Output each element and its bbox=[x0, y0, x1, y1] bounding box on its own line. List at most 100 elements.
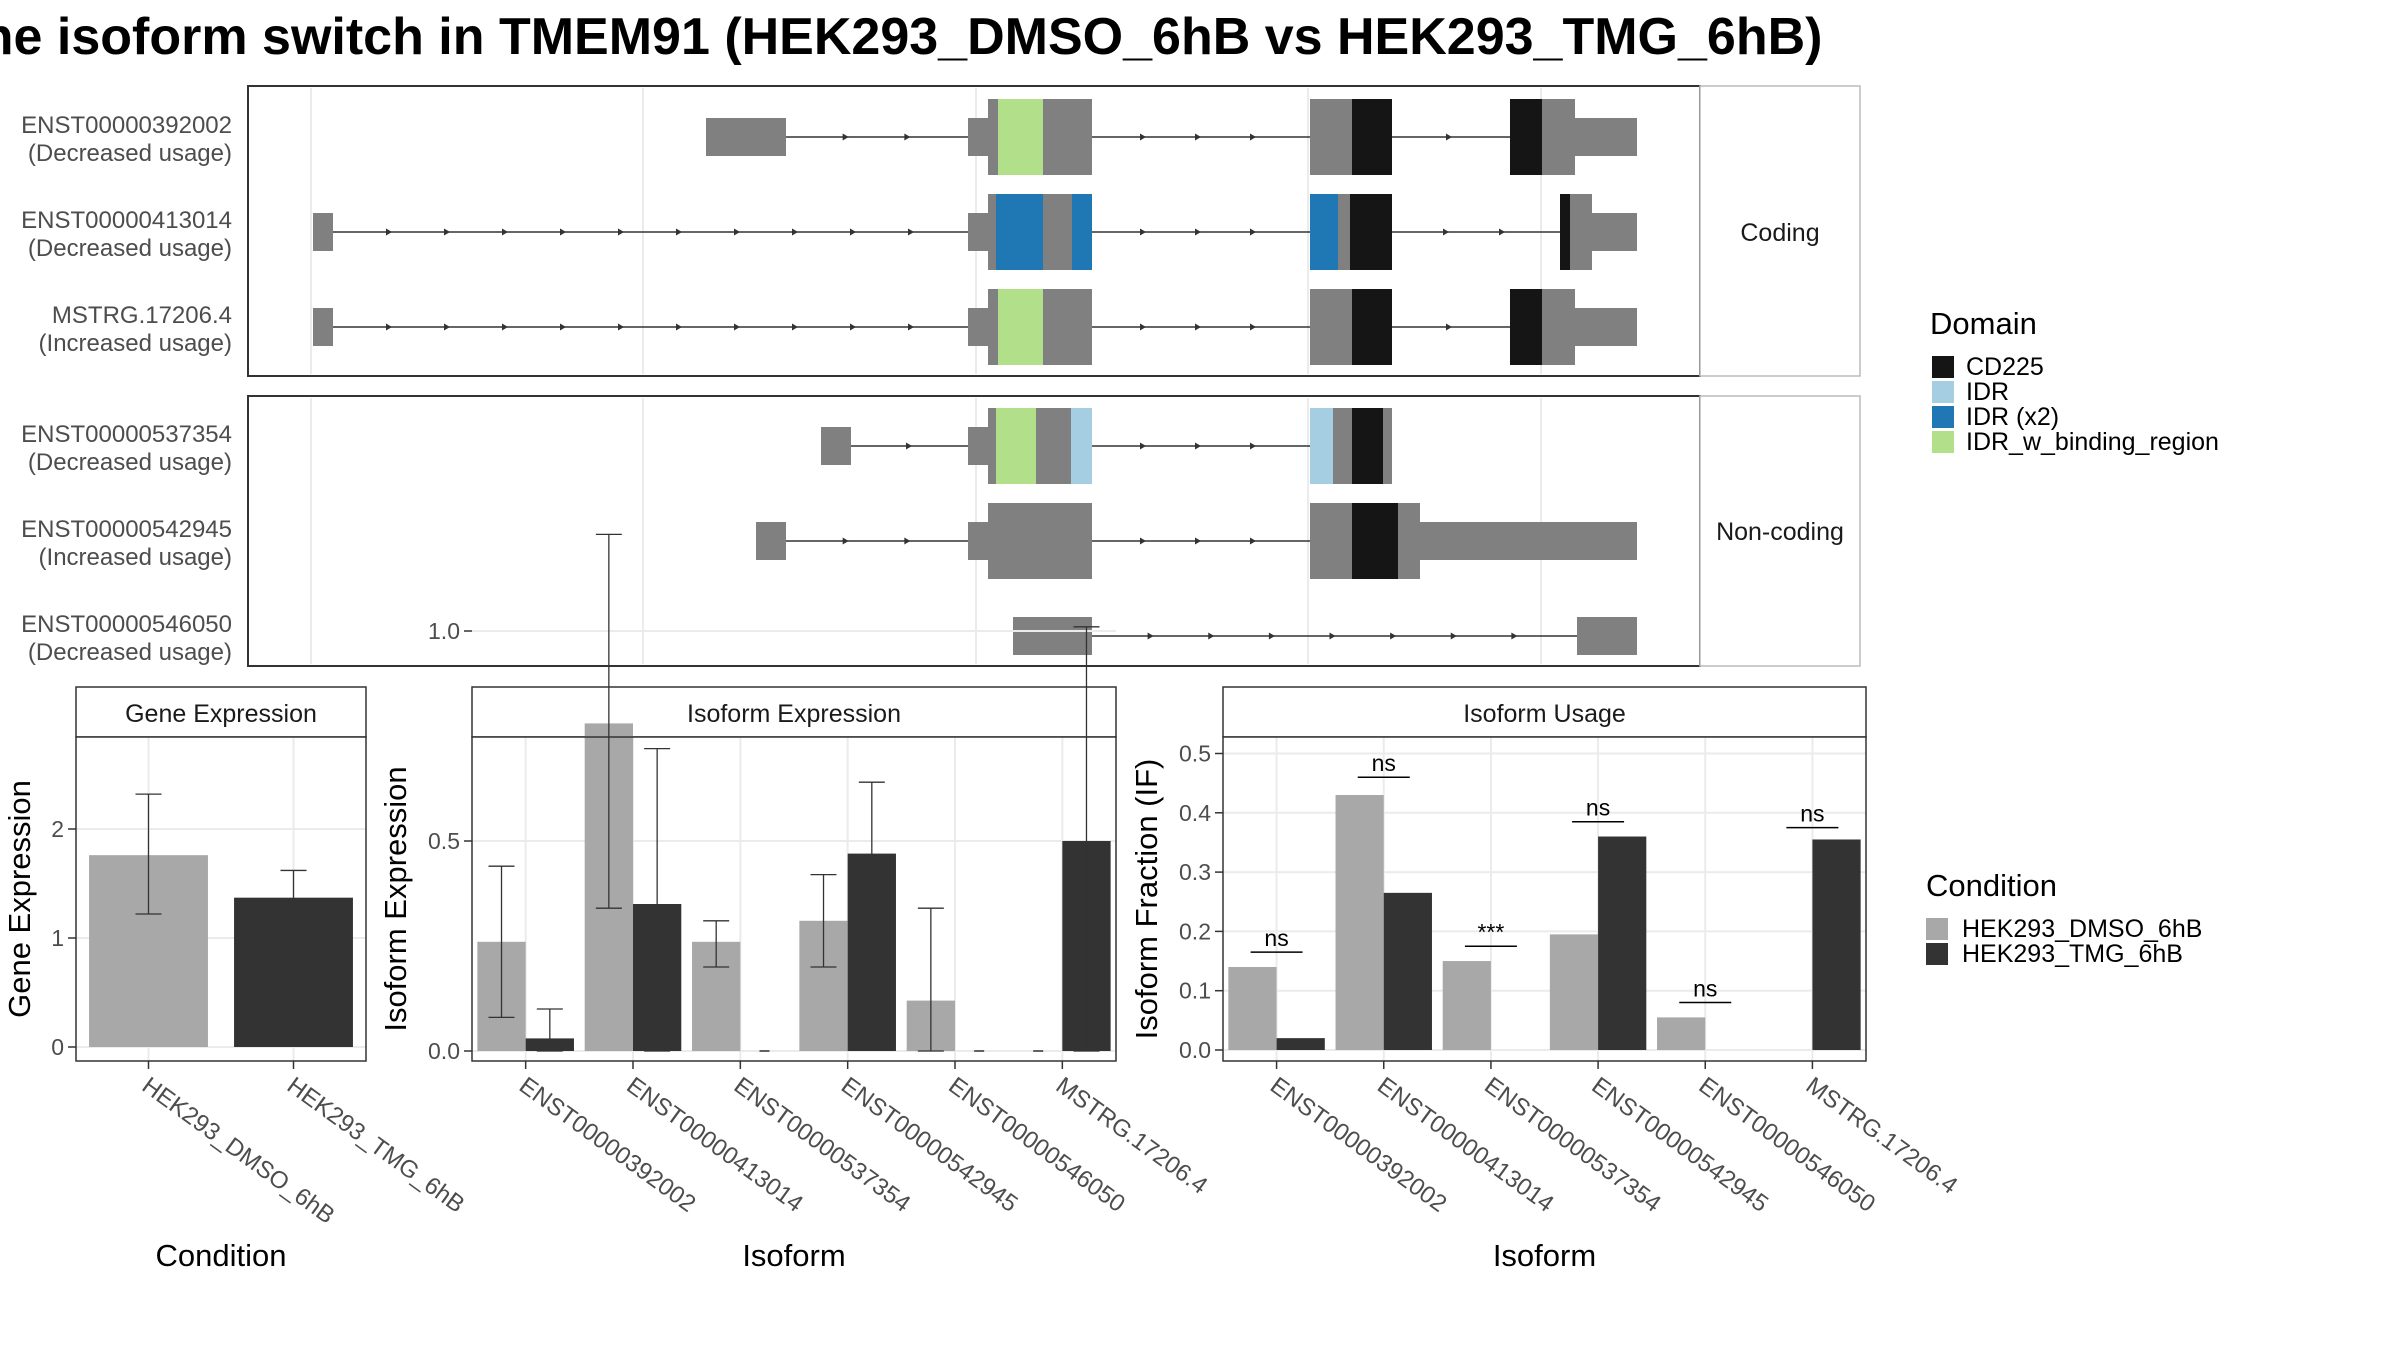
intron-arrow bbox=[1147, 632, 1154, 640]
coding-exon-segment bbox=[996, 408, 1036, 484]
coding-exon-segment bbox=[1510, 99, 1542, 175]
transcript-rows bbox=[313, 99, 1637, 655]
x-tick-label: ENST00000537354 bbox=[729, 1072, 915, 1218]
coding-exon-segment bbox=[1560, 194, 1570, 270]
error-bar bbox=[595, 533, 622, 909]
utr-exon-segment bbox=[1420, 522, 1637, 560]
utr-exon-segment bbox=[1575, 118, 1637, 156]
transcript-id-label: MSTRG.17206.4 bbox=[52, 302, 232, 329]
intron-arrow bbox=[1390, 632, 1397, 640]
y-tick-label: 0.4 bbox=[1179, 800, 1211, 826]
coding-exon-segment bbox=[1350, 194, 1392, 270]
y-axis-label: Gene Expression bbox=[2, 780, 37, 1018]
bar bbox=[1383, 892, 1432, 1050]
coding-exon-segment bbox=[1383, 408, 1392, 484]
domain-legend-swatch bbox=[1932, 381, 1954, 403]
error-bar bbox=[488, 865, 515, 1019]
condition-legend-label: HEK293_DMSO_6hB bbox=[1962, 915, 2202, 943]
error-bar bbox=[917, 907, 944, 1052]
transcript-usage-label: (Decreased usage) bbox=[28, 140, 232, 167]
transcript-id-label: ENST00000413014 bbox=[21, 207, 232, 234]
transcript-row bbox=[1013, 617, 1637, 655]
coding-exon-segment bbox=[1310, 408, 1333, 484]
condition-legend-label: HEK293_TMG_6hB bbox=[1962, 940, 2183, 968]
transcript-structure-panel: Coding Non-coding ENST00000392002(Decrea… bbox=[21, 85, 1861, 667]
intron-arrow bbox=[1250, 228, 1256, 236]
intron-arrow bbox=[1268, 632, 1275, 640]
intron-arrow bbox=[1446, 133, 1452, 141]
intron-arrow bbox=[1140, 442, 1146, 450]
intron-arrow bbox=[734, 228, 740, 236]
coding-exon-segment bbox=[1352, 503, 1398, 579]
y-tick-label: 0.1 bbox=[1179, 978, 1211, 1004]
transcript-row bbox=[313, 194, 1637, 270]
domain-legend-label: CD225 bbox=[1966, 353, 2044, 381]
intron-arrow bbox=[1195, 537, 1201, 545]
coding-exon-segment bbox=[1036, 408, 1071, 484]
coding-exon-segment bbox=[988, 289, 998, 365]
intron-arrow bbox=[560, 228, 566, 236]
facet-label-coding: Coding bbox=[1740, 219, 1819, 247]
bar bbox=[1335, 795, 1384, 1050]
coding-exon-segment bbox=[1333, 408, 1352, 484]
chart-title: Isoform Expression bbox=[687, 700, 901, 728]
transcript-id-label: ENST00000537354 bbox=[21, 421, 232, 448]
domain-legend-title: Domain bbox=[1930, 306, 2037, 341]
x-tick-label: ENST00000546050 bbox=[943, 1072, 1129, 1218]
utr-exon-segment bbox=[1013, 617, 1092, 655]
intron-arrow bbox=[906, 442, 912, 450]
intron-arrow bbox=[1195, 442, 1201, 450]
utr-exon-segment bbox=[968, 118, 988, 156]
coding-exon-segment bbox=[1310, 99, 1352, 175]
utr-exon-segment bbox=[1575, 308, 1637, 346]
intron-arrow bbox=[850, 323, 856, 331]
significance-label: ns bbox=[1264, 925, 1288, 951]
significance-label: ns bbox=[1800, 801, 1824, 827]
intron-arrow bbox=[618, 323, 624, 331]
x-tick-label: ENST00000542945 bbox=[1587, 1072, 1773, 1218]
y-axis-label: Isoform Fraction (IF) bbox=[1129, 759, 1164, 1040]
transcript-usage-label: (Decreased usage) bbox=[28, 639, 232, 666]
x-tick-label: ENST00000542945 bbox=[836, 1072, 1022, 1218]
bar bbox=[1657, 1017, 1706, 1050]
utr-exon-segment bbox=[1577, 617, 1637, 655]
domain-legend-label: IDR bbox=[1966, 378, 2009, 406]
intron-arrow bbox=[1443, 228, 1449, 236]
coding-exon-segment bbox=[1071, 408, 1092, 484]
condition-legend-title: Condition bbox=[1926, 868, 2057, 903]
significance-label: ns bbox=[1693, 976, 1717, 1002]
utr-exon-segment bbox=[1592, 213, 1637, 251]
intron-arrow bbox=[842, 537, 849, 545]
intron-arrow bbox=[1195, 133, 1201, 141]
coding-strip bbox=[1699, 85, 1861, 377]
y-tick-label: 0.0 bbox=[428, 1038, 460, 1064]
coding-exon-segment bbox=[1542, 289, 1575, 365]
intron-arrow bbox=[618, 228, 624, 236]
domain-legend-label: IDR_w_binding_region bbox=[1966, 428, 2219, 456]
figure-title: The isoform switch in TMEM91 (HEK293_DMS… bbox=[0, 8, 1822, 66]
x-axis-label: Isoform bbox=[1493, 1238, 1596, 1273]
intron-arrow bbox=[676, 323, 682, 331]
x-tick-label: ENST00000392002 bbox=[1265, 1072, 1451, 1218]
x-tick-label: ENST00000546050 bbox=[1694, 1072, 1880, 1218]
intron-arrow bbox=[1195, 228, 1201, 236]
error-bar bbox=[703, 920, 730, 968]
utr-exon-segment bbox=[821, 427, 851, 465]
coding-exon-segment bbox=[996, 194, 1043, 270]
intron-arrow bbox=[850, 228, 856, 236]
transcript-id-label: ENST00000392002 bbox=[21, 112, 232, 139]
transcript-row bbox=[313, 289, 1637, 365]
condition-legend-swatch bbox=[1926, 943, 1948, 965]
intron-arrow bbox=[908, 323, 914, 331]
coding-exon-segment bbox=[1352, 99, 1392, 175]
intron-arrow bbox=[1511, 632, 1518, 640]
y-axis-label: Isoform Expression bbox=[378, 766, 413, 1031]
chart-title-strip bbox=[1222, 686, 1867, 738]
significance-label: ns bbox=[1586, 795, 1610, 821]
coding-exon-segment bbox=[998, 99, 1043, 175]
coding-exon-segment bbox=[988, 503, 1092, 579]
coding-exon-segment bbox=[1352, 289, 1392, 365]
coding-exon-segment bbox=[998, 289, 1043, 365]
error-bar bbox=[810, 873, 837, 968]
